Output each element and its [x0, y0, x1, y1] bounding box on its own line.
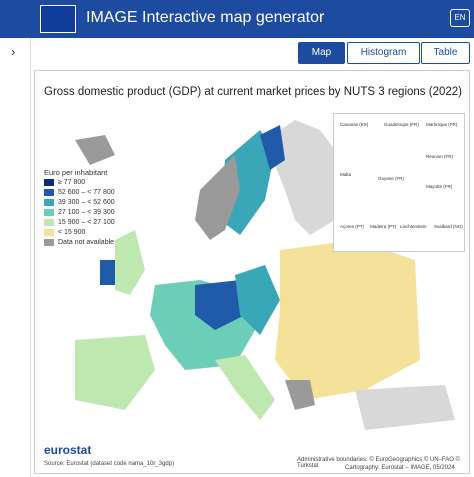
legend-swatch	[44, 208, 54, 216]
source: Source: Eurostat (dataset code nama_10r_…	[44, 461, 175, 467]
inset-label: Canarias (ES)	[340, 122, 369, 127]
app-title: IMAGE Interactive map generator	[86, 9, 325, 26]
inset-label: Guadeloupe (FR)	[384, 122, 419, 127]
brand: eurostat	[44, 443, 92, 457]
expand-icon[interactable]: ›	[11, 44, 16, 59]
legend-item: 52 600 – < 77 800	[44, 188, 115, 198]
legend-item: ≥ 77 800	[44, 178, 115, 188]
legend-label: 15 900 – < 27 100	[58, 219, 115, 226]
legend-swatch	[44, 198, 54, 206]
legend-label: Data not available	[58, 239, 115, 246]
language-button[interactable]: EN	[450, 9, 470, 27]
map-panel	[34, 70, 470, 474]
legend: Euro per inhabitant ≥ 77 800 52 600 – < 7…	[44, 168, 115, 246]
inset-label: Madeira (PT)	[370, 224, 397, 229]
legend-item: 27 100 – < 39 300	[44, 208, 115, 218]
inset-label: Açores (PT)	[340, 224, 365, 229]
legend-label: 52 600 – < 77 800	[58, 189, 115, 196]
legend-swatch	[44, 178, 54, 186]
eu-flag	[40, 5, 76, 33]
legend-label: ≥ 77 800	[58, 179, 86, 186]
header: IMAGE Interactive map generator EN	[0, 0, 474, 38]
inset-label: Mayotte (FR)	[426, 184, 453, 189]
inset-label: Martinique (FR)	[426, 122, 458, 127]
legend-item: < 15 900	[44, 228, 115, 238]
credit: Cartography: Eurostat – IMAGE, 05/2024	[345, 465, 455, 471]
legend-swatch	[44, 188, 54, 196]
legend-swatch	[44, 238, 54, 246]
inset-label: Malta	[340, 172, 352, 177]
inset-label: Réunion (FR)	[426, 154, 454, 159]
legend-item: Data not available	[44, 238, 115, 248]
tab-histogram[interactable]: Histogram	[347, 42, 420, 64]
legend-label: < 15 900	[58, 229, 86, 236]
inset-label: Guyane (FR)	[378, 176, 405, 181]
sidebar: ›	[0, 38, 31, 477]
legend-item: 15 900 – < 27 100	[44, 218, 115, 228]
map	[35, 100, 467, 445]
inset-label: Liechtenstein	[400, 224, 427, 229]
legend-title: Euro per inhabitant	[44, 168, 108, 177]
credit: Administrative boundaries: © EuroGeograp…	[297, 457, 460, 469]
legend-label: 27 100 – < 39 300	[58, 209, 115, 216]
legend-swatch	[44, 228, 54, 236]
tab-table[interactable]: Table	[421, 42, 470, 64]
insets: Canarias (ES) Guadeloupe (FR) Martinique (…	[333, 113, 465, 252]
legend-swatch	[44, 218, 54, 226]
inset-label: Svalbard (NO)	[434, 224, 463, 229]
tab-map[interactable]: Map	[298, 42, 345, 64]
legend-item: 39 300 – < 52 600	[44, 198, 115, 208]
legend-label: 39 300 – < 52 600	[58, 199, 115, 206]
map-title: Gross domestic product (GDP) at current …	[44, 86, 462, 98]
